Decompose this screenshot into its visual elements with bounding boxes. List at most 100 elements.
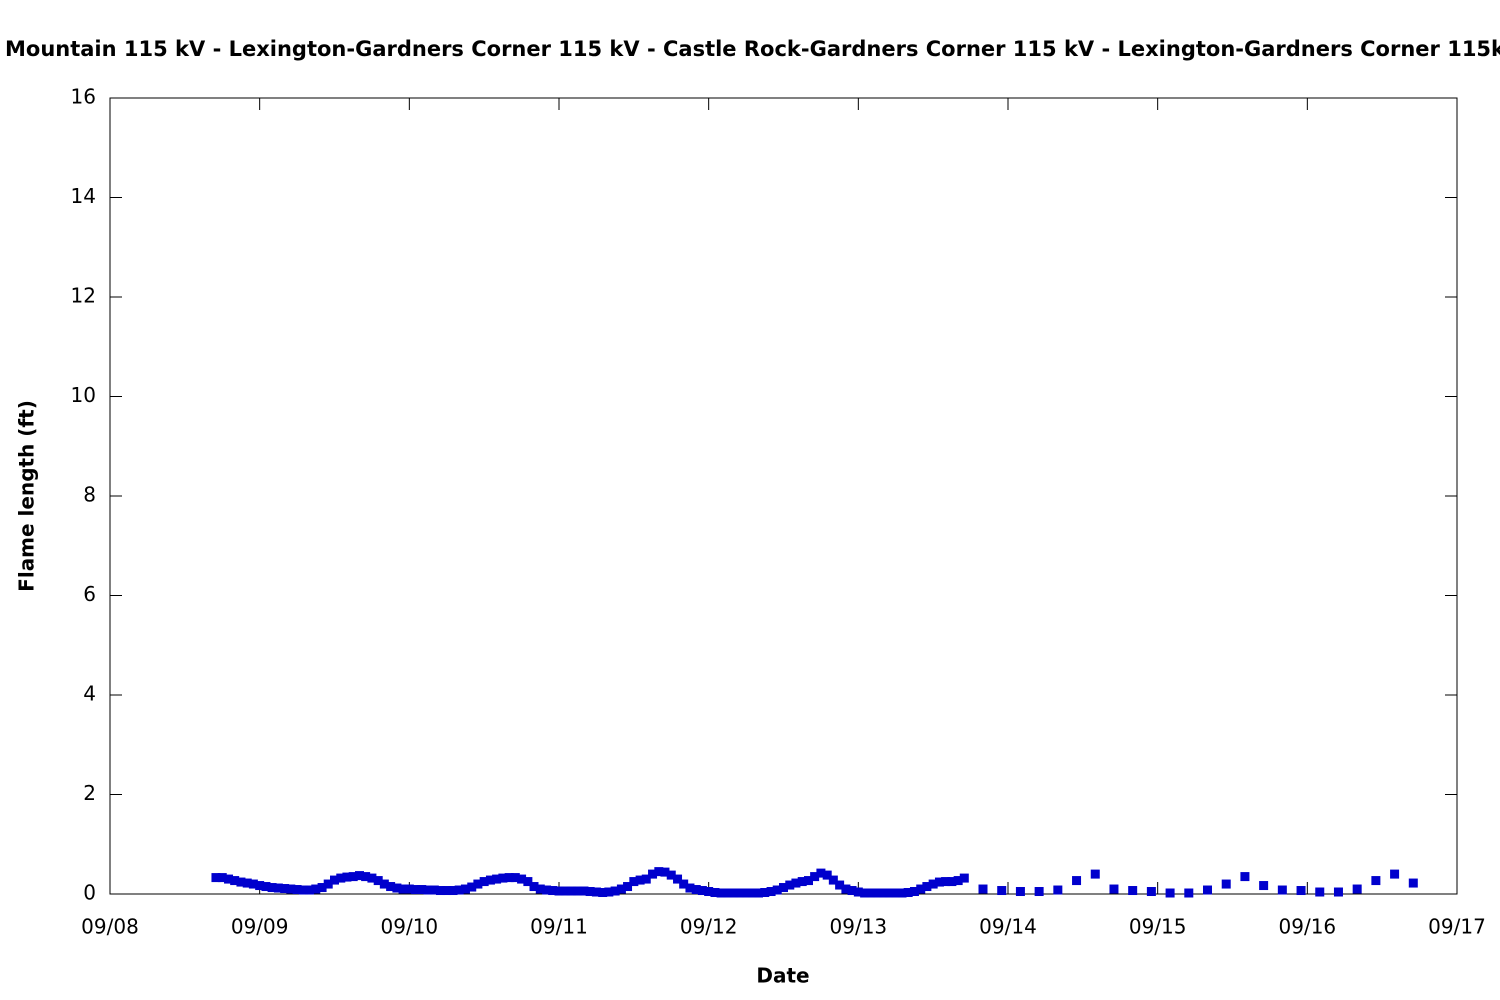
point [754,888,764,898]
point [354,871,364,881]
point [392,883,402,893]
point [816,868,826,878]
point [454,885,464,895]
point [248,879,258,889]
point [934,877,944,887]
point [641,874,651,884]
point [1034,887,1044,897]
point [560,886,570,896]
point [591,887,601,897]
point [510,873,520,883]
point [535,884,545,894]
point [853,887,863,897]
point [1259,881,1269,891]
point [779,883,788,893]
point [1203,885,1213,895]
point [604,887,614,897]
point [1277,885,1287,895]
point [654,867,664,877]
chart-title: Mountain 115 kV - Lexington-Gardners Cor… [5,37,1500,61]
point [1221,879,1231,889]
point [523,877,533,887]
point [610,886,620,896]
point [255,881,265,891]
point [498,873,508,883]
point [835,880,845,890]
point [517,874,527,884]
x-tick-label: 09/13 [830,915,888,939]
x-tick-label: 09/12 [680,915,738,939]
point [959,873,969,883]
point [884,888,894,898]
point [922,882,932,892]
point [928,879,938,889]
point [230,876,240,886]
y-tick-label: 4 [83,682,96,706]
x-tick-label: 09/10 [381,915,439,939]
x-tick-label: 09/08 [81,915,139,939]
point [953,876,963,886]
point [504,873,514,883]
point [379,879,389,889]
point [722,888,732,898]
x-tick-label: 09/14 [979,915,1037,939]
point [211,873,221,883]
point [1371,876,1381,886]
point [860,888,870,898]
point [679,879,689,889]
point [373,876,383,886]
point [997,886,1007,896]
point [460,884,470,894]
point [261,882,271,892]
point [398,884,408,894]
x-tick-label: 09/09 [231,915,289,939]
point [467,882,477,892]
point [298,885,308,895]
point [685,883,695,893]
point [897,888,907,898]
point [697,886,707,896]
point [710,888,720,898]
point [666,870,676,880]
x-tick-label: 09/11 [530,915,588,939]
point [660,867,670,877]
point [909,887,919,897]
x-tick-label: 09/15 [1129,915,1187,939]
y-tick-label: 16 [71,85,96,109]
point [1296,886,1306,896]
point [442,886,452,896]
point [236,877,246,887]
y-tick-label: 2 [83,781,96,805]
point [1053,885,1063,895]
point [598,888,608,898]
point [623,882,633,892]
x-tick-label: 09/17 [1428,915,1486,939]
point [1090,869,1100,879]
point [367,873,377,883]
point [579,886,589,896]
point [785,880,795,890]
point [1390,869,1400,879]
point [841,884,851,894]
point [286,884,296,894]
point [305,885,315,895]
point [404,884,414,894]
point [941,877,951,887]
point [878,888,888,898]
point [224,874,234,884]
point [673,874,683,884]
point [766,887,776,897]
point [585,887,595,897]
point [348,872,358,882]
point [554,886,564,896]
point [330,875,339,885]
point [342,872,352,882]
point [648,869,658,879]
point [292,885,302,895]
point [317,883,327,893]
point [417,885,427,895]
point [1015,887,1025,897]
point [704,887,714,897]
point [947,877,957,887]
